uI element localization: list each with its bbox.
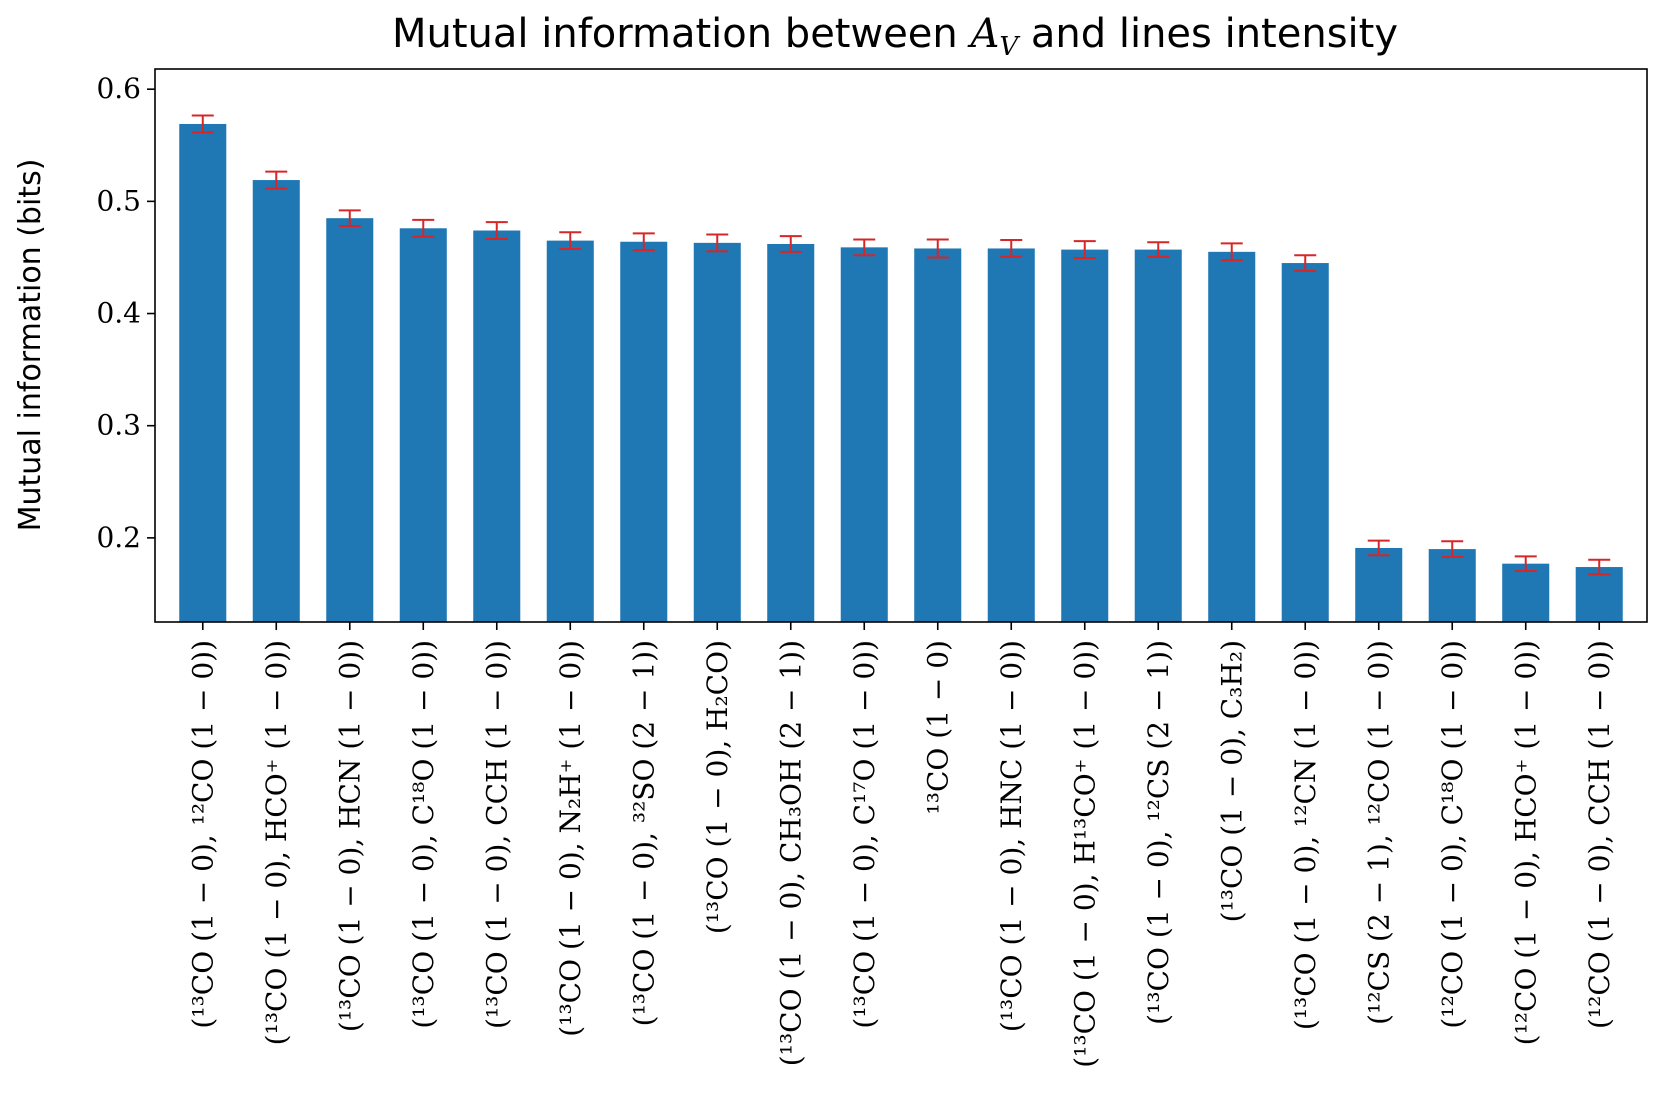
error-bar-2 — [265, 170, 288, 190]
x-tick-label: (¹³CO (1 − 0), ³²SO (2 − 1)) — [628, 640, 661, 1026]
bar-12 — [987, 248, 1035, 623]
error-bar-10 — [853, 238, 876, 257]
error-bar-6 — [559, 231, 582, 251]
bar-18 — [1428, 549, 1476, 622]
error-bar-18 — [1441, 540, 1464, 558]
x-tick-label: (¹²CO (1 − 0), C¹⁸O (1 − 0)) — [1436, 640, 1469, 1029]
y-tick-label: 0.6 — [96, 72, 141, 105]
bar-7 — [620, 241, 668, 622]
x-tick-label: (¹³CO (1 − 0), HNC (1 − 0)) — [995, 640, 1028, 1032]
bars-group — [179, 123, 1623, 623]
error-bar-16 — [1294, 254, 1317, 272]
error-bar-7 — [632, 232, 655, 252]
error-bar-11 — [926, 238, 949, 259]
bar-13 — [1061, 249, 1109, 623]
bar-8 — [693, 242, 741, 623]
error-bar-14 — [1147, 241, 1170, 258]
bar-11 — [914, 248, 962, 623]
error-bar-8 — [706, 233, 729, 253]
bar-17 — [1355, 547, 1403, 622]
error-bar-3 — [338, 209, 361, 228]
bar-4 — [399, 228, 447, 622]
x-tick-label: (¹³CO (1 − 0), C¹⁸O (1 − 0)) — [407, 640, 440, 1029]
y-tick-label: 0.5 — [96, 184, 141, 217]
x-tick-label: (¹³CO (1 − 0), ¹²CN (1 − 0)) — [1289, 640, 1322, 1030]
chart-title-after: and lines intensity — [1018, 11, 1398, 57]
bar-3 — [326, 218, 374, 622]
error-bar-12 — [1000, 239, 1023, 258]
x-axis-ticks: (¹³CO (1 − 0), ¹²CO (1 − 0)) (¹³CO (1 − 0… — [187, 622, 1616, 1068]
x-tick-label: (¹³CO (1 − 0), N₂H⁺ (1 − 0)) — [554, 640, 587, 1037]
y-axis-ticks: 0.2 0.3 0.4 0.5 0.6 — [96, 72, 155, 554]
bar-2 — [252, 180, 300, 622]
bar-1 — [179, 123, 227, 622]
error-bar-20 — [1588, 558, 1611, 576]
bar-20 — [1575, 567, 1623, 622]
chart-title: Mutual information between AV and lines … — [392, 11, 1398, 62]
plot-frame — [154, 68, 1648, 623]
bar-19 — [1502, 563, 1550, 622]
x-tick-label: (¹³CO (1 − 0), H₂CO) — [701, 640, 734, 934]
x-tick-label: (¹²CO (1 − 0), HCO⁺ (1 − 0)) — [1510, 640, 1543, 1045]
bar-14 — [1134, 249, 1182, 623]
x-tick-label: (¹³CO (1 − 0), ¹²CO (1 − 0)) — [187, 640, 220, 1029]
bar-9 — [767, 243, 815, 623]
error-bar-15 — [1220, 242, 1243, 262]
x-tick-label: ¹³CO (1 − 0) — [922, 640, 955, 814]
chart-title-before: Mutual information between — [392, 11, 971, 57]
bar-6 — [546, 240, 594, 622]
x-tick-label: (¹³CO (1 − 0), ¹²CS (2 − 1)) — [1142, 640, 1175, 1025]
x-tick-label: (¹³CO (1 − 0), HCN (1 − 0)) — [334, 640, 367, 1032]
error-bars-group — [191, 114, 1611, 576]
error-bar-5 — [485, 221, 508, 240]
x-tick-label: (¹²CO (1 − 0), CCH (1 − 0)) — [1583, 640, 1616, 1029]
bar-10 — [840, 247, 888, 623]
y-tick-label: 0.2 — [96, 521, 141, 554]
error-bar-13 — [1073, 240, 1096, 260]
error-bar-9 — [779, 235, 802, 253]
error-bar-4 — [412, 218, 435, 238]
x-tick-label: (¹³CO (1 − 0), CH₃OH (2 − 1)) — [775, 640, 808, 1066]
bar-5 — [473, 230, 521, 622]
x-tick-label: (¹³CO (1 − 0), H¹³CO⁺ (1 − 0)) — [1069, 640, 1102, 1068]
error-bar-17 — [1367, 539, 1390, 557]
y-tick-label: 0.4 — [96, 297, 141, 330]
x-tick-label: (¹²CS (2 − 1), ¹²CO (1 − 0)) — [1363, 640, 1396, 1025]
y-tick-label: 0.3 — [96, 409, 141, 442]
x-tick-label: (¹³CO (1 − 0), C¹⁷O (1 − 0)) — [848, 640, 881, 1029]
y-axis-label: Mutual information (bits) — [13, 159, 48, 532]
error-bar-19 — [1514, 555, 1537, 572]
x-tick-label: (¹³CO (1 − 0), CCH (1 − 0)) — [481, 640, 514, 1029]
x-tick-label: (¹³CO (1 − 0), C₃H₂) — [1216, 640, 1249, 922]
x-tick-label: (¹³CO (1 − 0), HCO⁺ (1 − 0)) — [260, 640, 293, 1045]
bar-15 — [1208, 251, 1256, 623]
chart-title-math: A — [966, 11, 999, 57]
chart-title-math-sub: V — [999, 32, 1020, 62]
bar-16 — [1281, 263, 1329, 622]
error-bar-1 — [191, 114, 214, 134]
